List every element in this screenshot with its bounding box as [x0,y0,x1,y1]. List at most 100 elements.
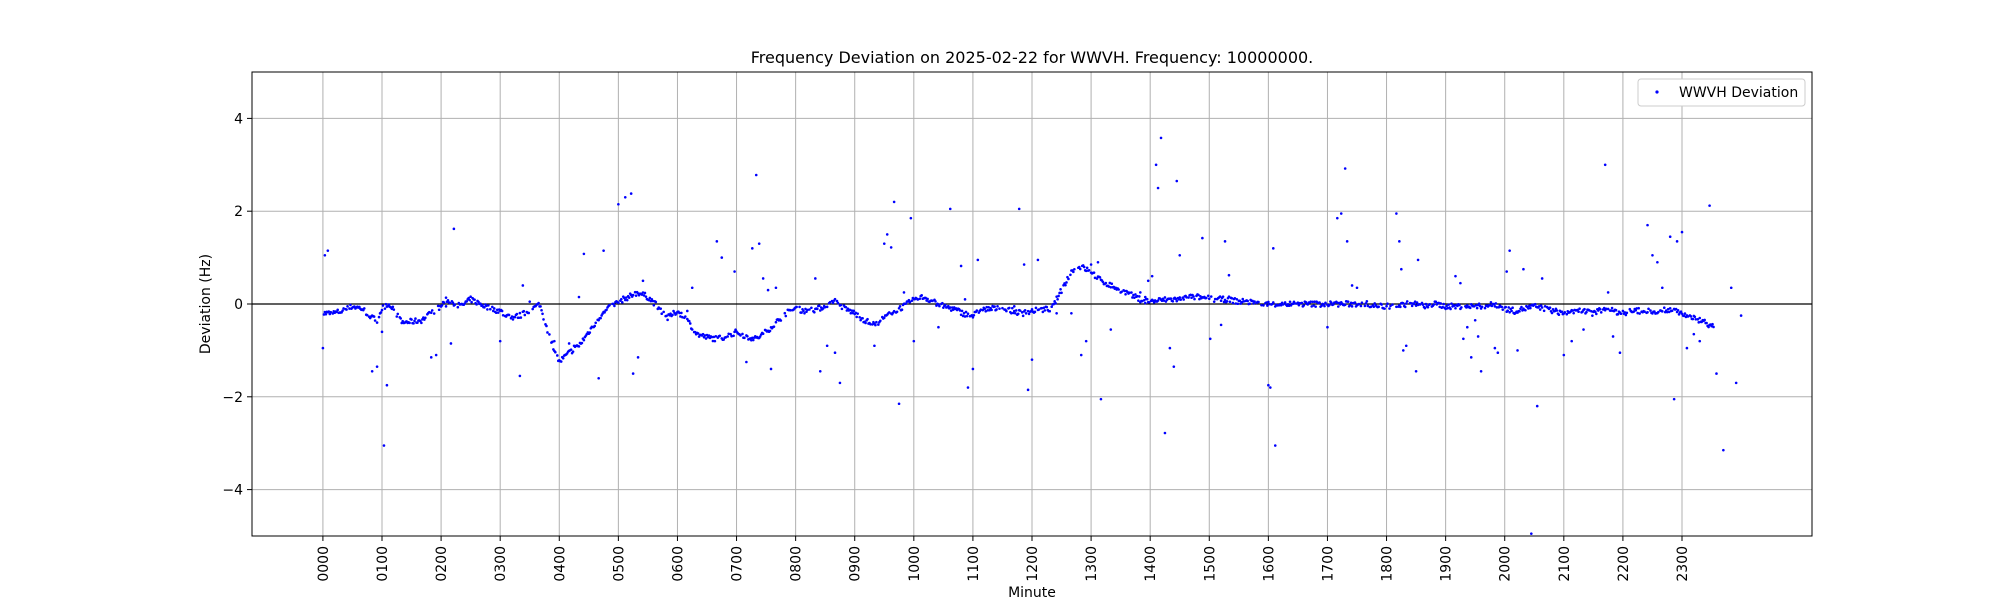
data-point [733,270,736,273]
data-point [430,309,434,312]
data-point [897,402,901,406]
data-point [754,173,758,177]
data-point [412,322,415,325]
data-point [322,313,326,316]
data-point [1029,310,1033,313]
data-point [1108,281,1112,285]
data-point [633,290,637,294]
data-point [651,299,655,303]
data-point [1052,302,1055,306]
data-point [1253,300,1256,303]
data-point [341,309,344,312]
data-point [551,340,554,344]
data-point [882,316,886,320]
data-point [1656,260,1659,264]
data-point [768,329,772,333]
data-point [416,321,419,324]
data-point [556,354,559,357]
data-point [414,317,417,320]
data-point [463,302,467,305]
data-point [833,297,837,301]
data-point [1346,300,1350,303]
data-point [553,339,556,343]
data-point [1230,296,1234,300]
data-point [1646,310,1649,314]
data-point [769,367,773,371]
data-point [495,308,499,312]
data-point [1064,283,1067,287]
x-tick-label: 2200 [1616,546,1632,582]
data-point [879,319,882,323]
data-point [831,301,835,305]
data-point [951,308,955,311]
data-point [422,316,425,319]
data-point [1689,315,1693,318]
data-point [988,308,991,312]
data-point [1410,304,1414,308]
data-point [622,296,626,300]
data-point [688,322,692,325]
x-tick-label: 1000 [907,546,923,582]
data-point [383,307,387,310]
data-point [1213,297,1217,301]
data-point [972,313,976,317]
data-point [1036,258,1040,262]
data-point [1524,308,1527,312]
data-point [882,242,886,245]
data-point [608,303,611,307]
data-point [772,325,776,328]
data-point [1072,270,1075,274]
legend: WWVH Deviation [1637,78,1806,107]
data-point [1145,297,1149,301]
data-point [1218,295,1222,298]
data-point [1054,302,1057,305]
x-tick-label: 1800 [1380,546,1396,582]
data-point [348,307,351,310]
data-point [631,293,635,297]
data-point [904,302,908,305]
data-point [962,311,966,315]
data-point [1710,324,1713,328]
data-point [1446,306,1449,310]
data-point [1578,307,1581,310]
data-point [1291,302,1295,306]
data-point [1715,372,1718,375]
data-point [920,294,923,297]
data-point [336,308,339,312]
x-tick-label: 0300 [493,546,509,582]
data-point [979,308,983,311]
data-point [1475,306,1479,310]
data-point [1227,295,1231,298]
data-point [1177,298,1181,301]
data-point [1409,302,1413,305]
data-point [1174,297,1178,301]
data-point [492,307,496,310]
data-point [498,339,502,343]
data-point [528,300,532,303]
data-point [1707,325,1710,329]
data-point [1388,307,1391,310]
data-point [825,305,829,309]
data-point [965,314,969,318]
data-point [1570,339,1573,343]
data-point [961,314,965,318]
data-point [1069,273,1072,277]
data-point [1310,305,1313,308]
data-point [1520,305,1523,309]
data-point [380,330,384,334]
data-point [1662,306,1666,310]
data-point [1450,302,1453,305]
data-point [1621,309,1625,313]
data-point [1324,301,1327,305]
data-point [1060,291,1063,295]
data-point [1445,304,1448,308]
data-point [424,316,427,320]
data-point [892,309,896,313]
data-point [983,307,987,311]
data-point [1598,307,1602,311]
data-point [696,332,700,335]
data-point [1434,300,1438,303]
data-point [660,312,663,315]
data-point [527,311,531,315]
